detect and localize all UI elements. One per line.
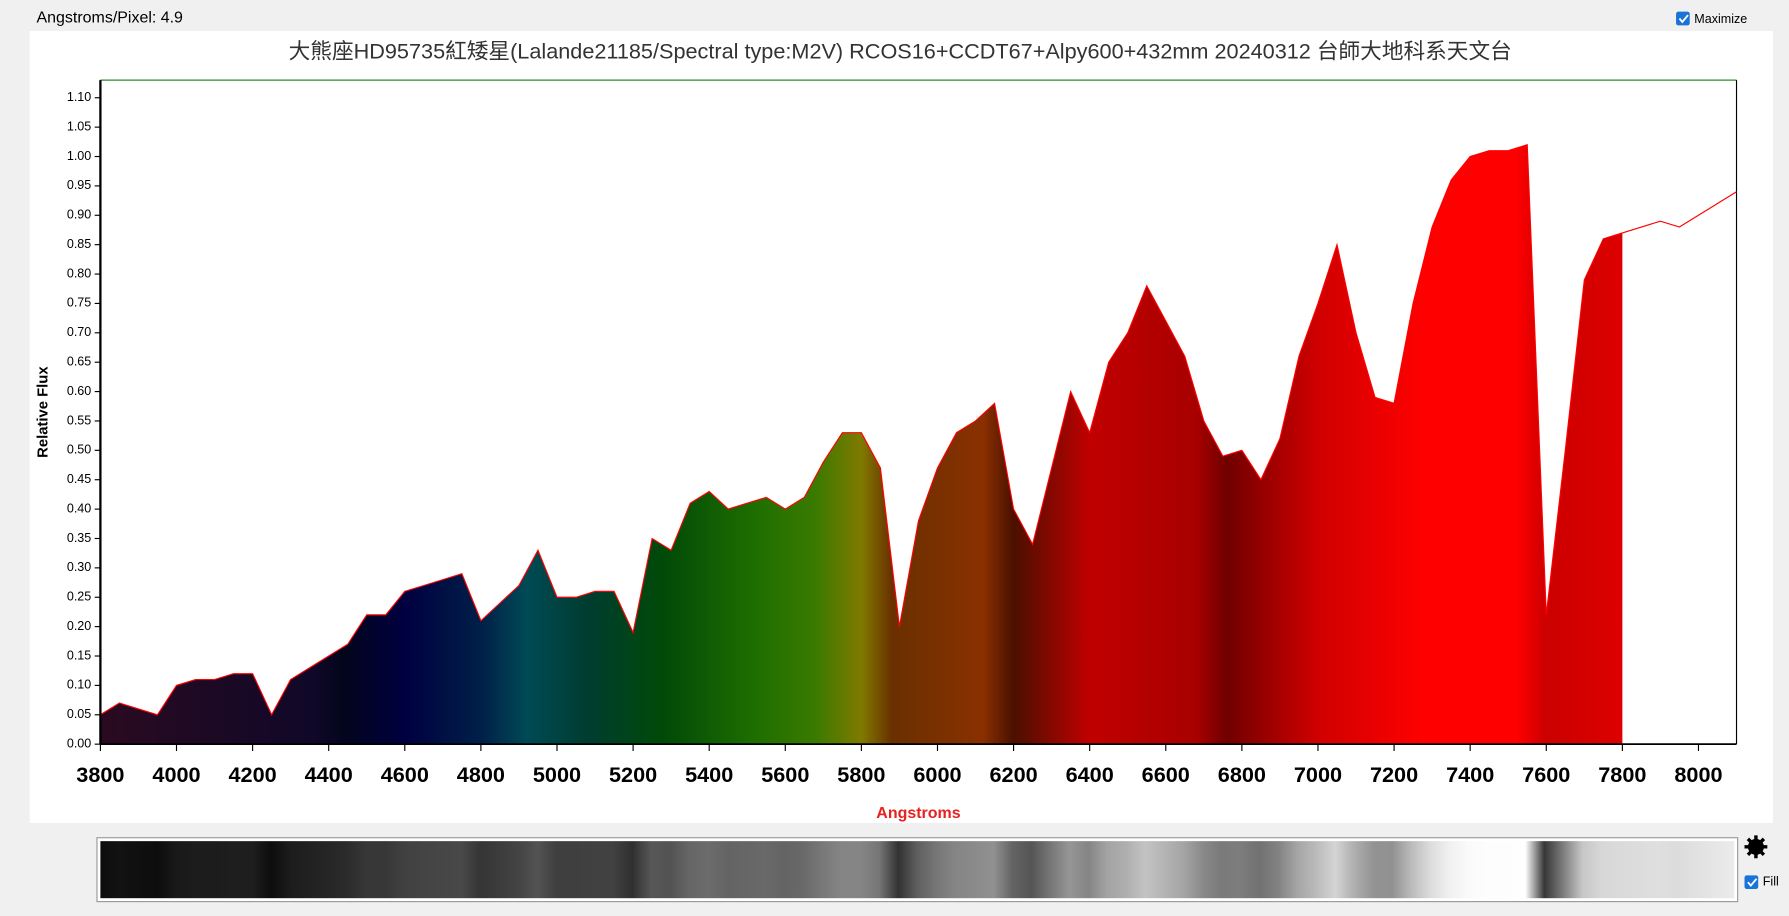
y-tick-label: 0.95 — [67, 178, 91, 192]
y-tick-label: 0.20 — [67, 619, 91, 633]
x-tick-label: 7600 — [1522, 762, 1570, 787]
y-tick-label: 0.05 — [67, 707, 91, 721]
y-tick-label: 0.45 — [67, 472, 91, 486]
scale-label: Angstroms/Pixel: 4.9 — [37, 10, 184, 27]
x-tick-label: 6800 — [1218, 762, 1266, 787]
y-tick-label: 0.15 — [67, 648, 91, 662]
x-tick-label: 6200 — [989, 762, 1037, 787]
y-tick-label: 0.35 — [67, 531, 91, 545]
x-tick-label: 7800 — [1598, 762, 1646, 787]
x-tick-label: 7000 — [1294, 762, 1342, 787]
y-tick-label: 0.55 — [67, 413, 91, 427]
x-tick-label: 5000 — [533, 762, 581, 787]
x-tick-label: 5600 — [761, 762, 809, 787]
x-tick-label: 5800 — [837, 762, 885, 787]
x-tick-label: 4000 — [152, 762, 200, 787]
y-tick-label: 0.25 — [67, 590, 91, 604]
x-tick-label: 7200 — [1370, 762, 1418, 787]
spectrum-strip — [100, 841, 1735, 899]
check — [1678, 14, 1689, 24]
spectrum-fill — [100, 144, 1623, 745]
x-tick-label: 4800 — [457, 762, 505, 787]
fill-checkbox[interactable] — [1744, 875, 1759, 890]
x-tick-label: 5200 — [609, 762, 657, 787]
maximize-label[interactable]: Maximize — [1694, 12, 1747, 26]
fill-label[interactable]: Fill — [1763, 875, 1779, 889]
maximize-checkbox[interactable] — [1676, 11, 1690, 26]
spectrum-line — [100, 144, 1737, 717]
x-tick-label: 5400 — [685, 762, 733, 787]
x-tick-label: 3800 — [76, 762, 124, 787]
y-tick-label: 0.40 — [67, 501, 91, 515]
x-tick-label: 4200 — [229, 762, 277, 787]
x-axis-label: Angstroms — [876, 805, 960, 822]
y-tick-label: 0.30 — [67, 560, 91, 574]
x-tick-label: 4400 — [305, 762, 353, 787]
y-tick-label: 1.05 — [67, 119, 91, 133]
y-tick-label: 0.70 — [67, 325, 91, 339]
y-tick-label: 0.65 — [67, 355, 91, 369]
y-tick-label: 1.00 — [67, 149, 91, 163]
y-tick-label: 0.75 — [67, 296, 91, 310]
x-tick-label: 7400 — [1446, 762, 1494, 787]
y-axis-label: Relative Flux — [35, 366, 51, 458]
settings-gear[interactable] — [1744, 835, 1768, 859]
chart-title: 大熊座HD95735紅矮星(Lalande21185/Spectral type… — [289, 38, 1512, 63]
y-tick-label: 0.85 — [67, 237, 91, 251]
y-tick-label: 0.60 — [67, 384, 91, 398]
x-tick-label: 8000 — [1674, 762, 1722, 787]
x-tick-label: 6000 — [913, 762, 961, 787]
y-tick-label: 0.10 — [67, 678, 91, 692]
y-tick-label: 0.80 — [67, 266, 91, 280]
check — [1747, 878, 1758, 888]
y-tick-label: 0.90 — [67, 208, 91, 222]
x-tick-label: 4600 — [381, 762, 429, 787]
x-tick-label: 6400 — [1066, 762, 1114, 787]
y-tick-label: 1.10 — [67, 90, 91, 104]
x-tick-label: 6600 — [1142, 762, 1190, 787]
y-tick-label: 0.00 — [67, 736, 91, 750]
y-tick-label: 0.50 — [67, 443, 91, 457]
